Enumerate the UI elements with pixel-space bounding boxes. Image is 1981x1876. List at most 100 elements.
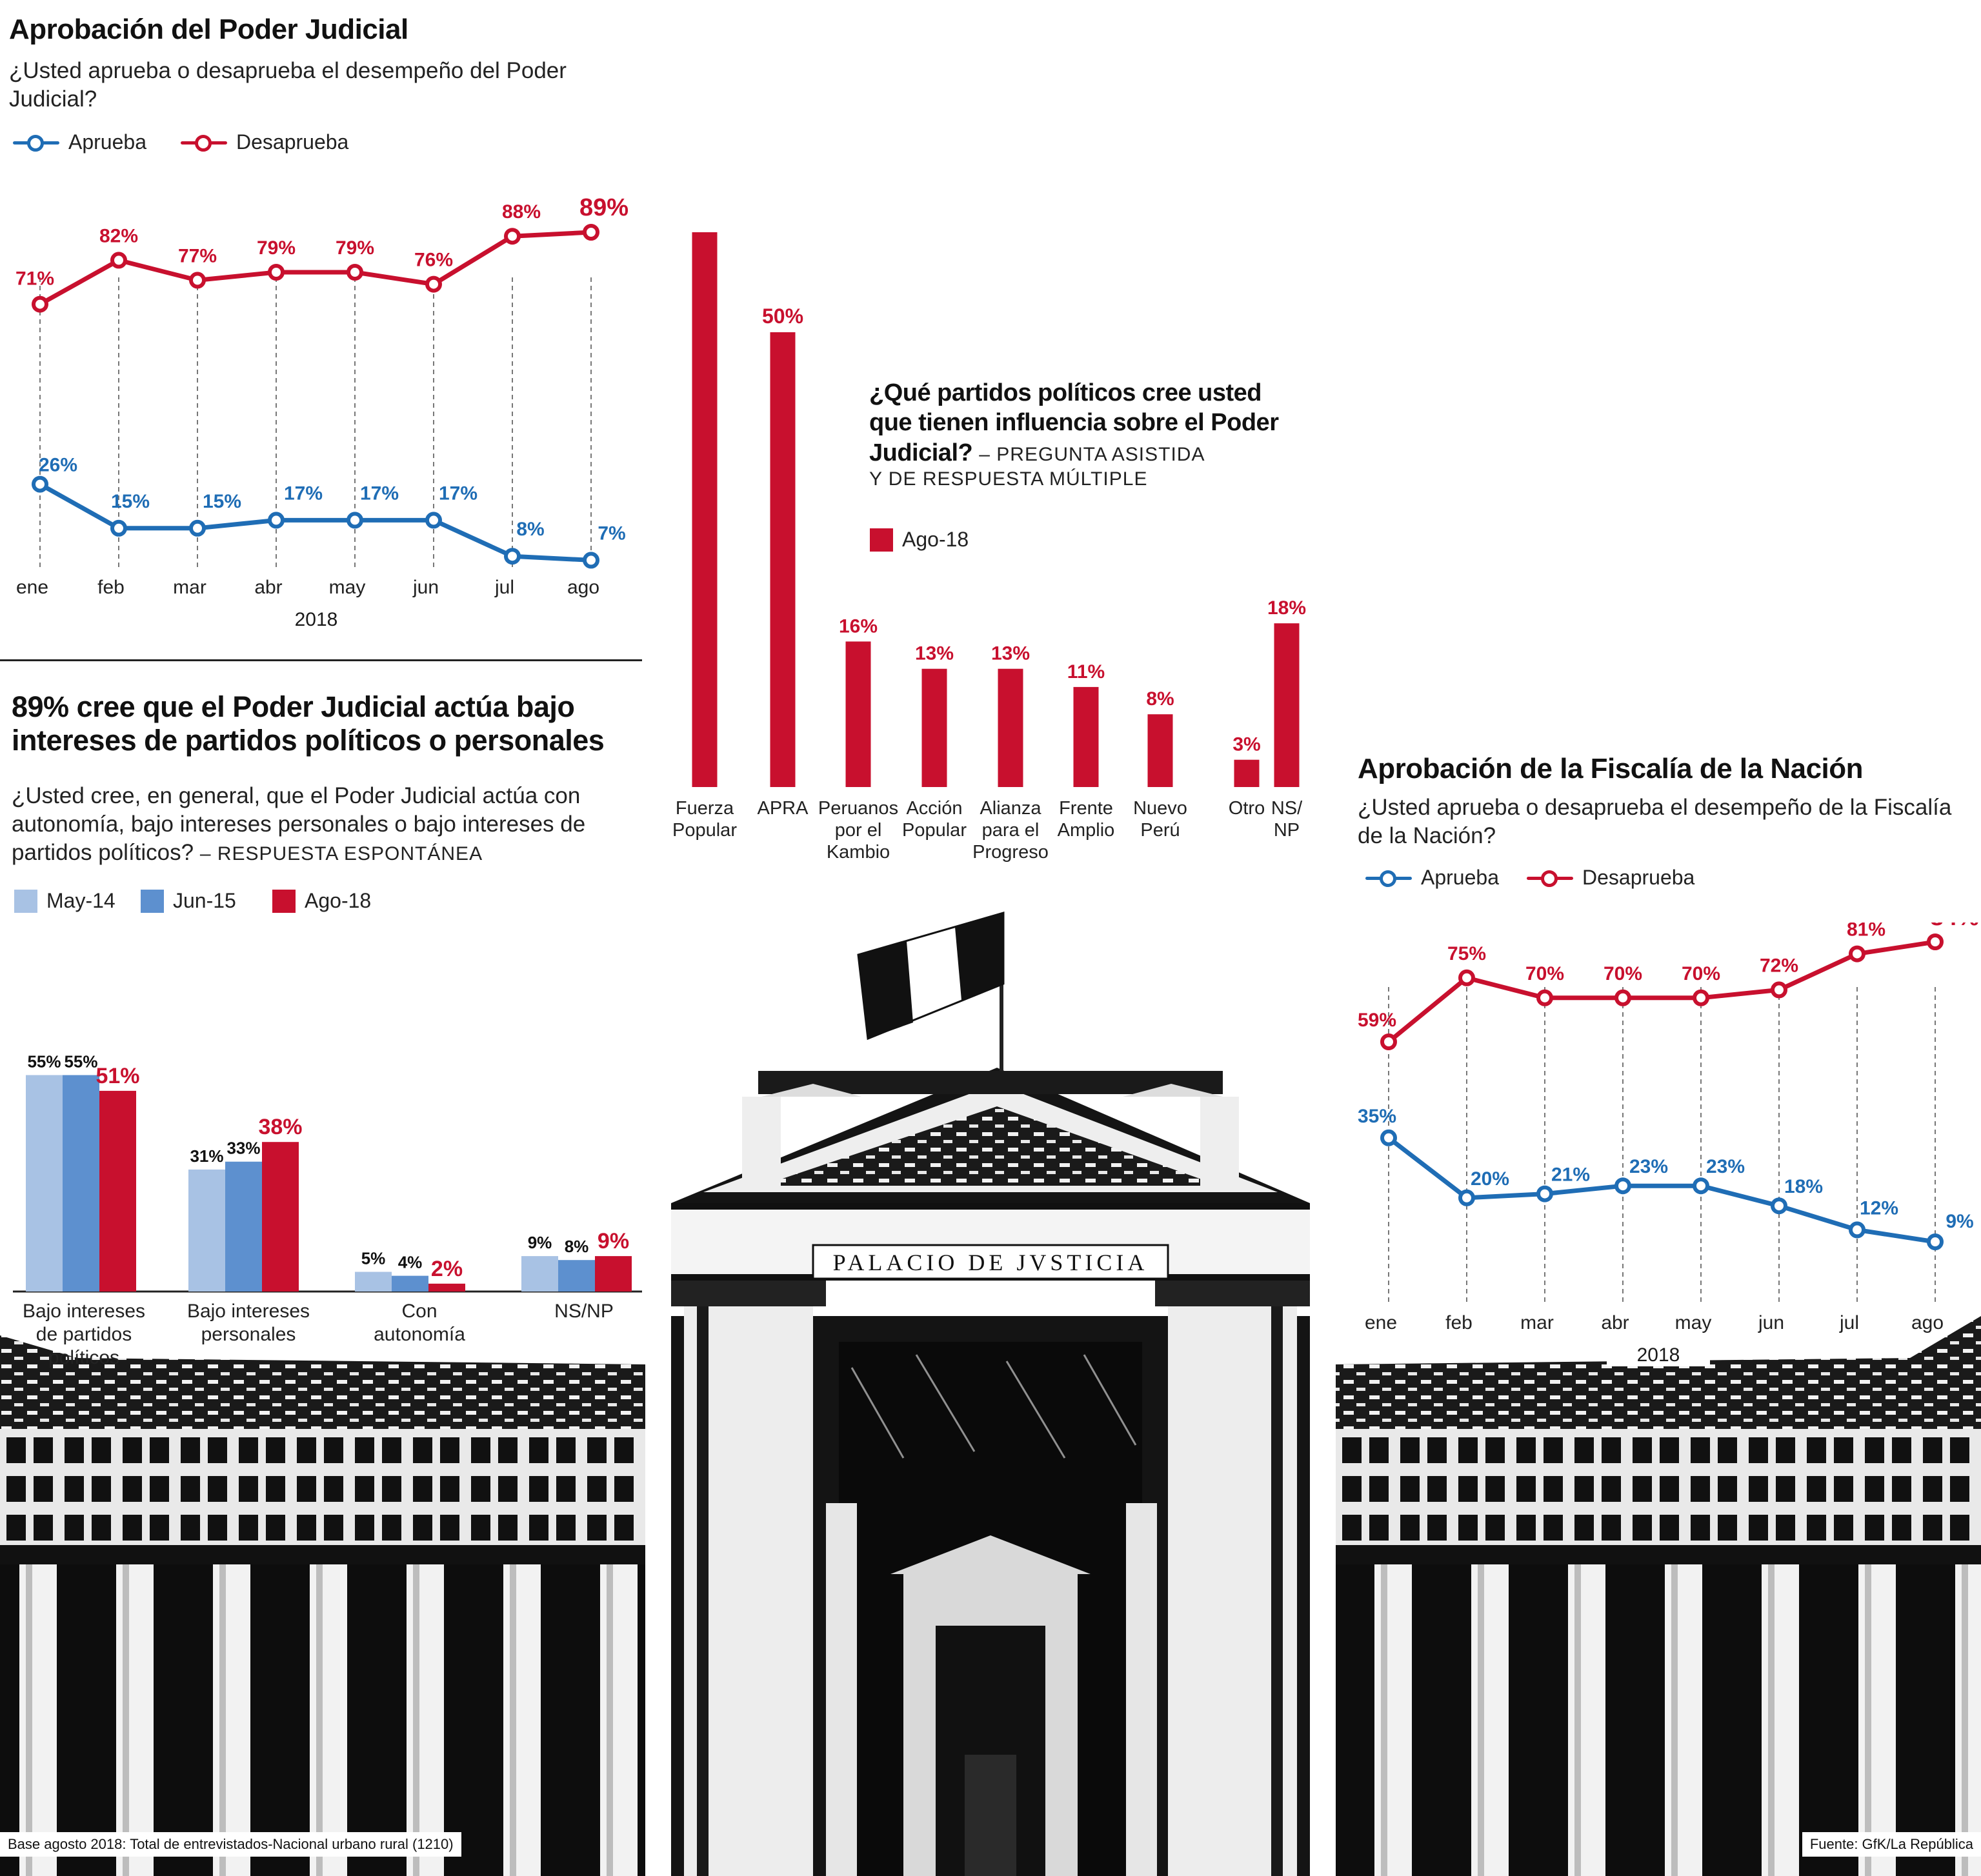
category-label: Acción <box>906 798 962 819</box>
category-label: Nuevo <box>1133 798 1187 819</box>
bar <box>26 1075 63 1292</box>
data-point <box>1693 1177 1709 1195</box>
category-label: Perú <box>1140 820 1180 841</box>
data-label: 8% <box>516 519 544 540</box>
data-point <box>268 512 285 529</box>
data-label: 77% <box>178 245 217 266</box>
x-tick-label: jun <box>1758 1312 1784 1333</box>
blue-line-marker-icon <box>13 134 59 152</box>
data-point <box>189 272 206 289</box>
data-label: 2% <box>431 1257 463 1281</box>
bar <box>845 641 871 787</box>
x-tick-label: abr <box>254 577 282 598</box>
category-label: APRA <box>758 798 809 819</box>
category-label: Progreso <box>972 842 1049 863</box>
data-label: 33% <box>226 1139 260 1158</box>
data-point <box>1614 1177 1631 1195</box>
pj-approval-legend: Aprueba Desaprueba <box>0 128 581 160</box>
legend-label: May-14 <box>46 889 116 912</box>
x-tick-label: jul <box>1839 1312 1859 1333</box>
data-point <box>1693 989 1709 1006</box>
footer-base-note: Base agosto 2018: Total de entrevistados… <box>0 1832 461 1857</box>
data-label: 5% <box>361 1249 386 1268</box>
bar <box>521 1256 558 1292</box>
data-label: 89% <box>579 194 628 221</box>
bar <box>595 1256 632 1292</box>
category-label: autonomía <box>374 1324 465 1345</box>
bar <box>1147 714 1173 787</box>
x-tick-label: ago <box>567 577 599 598</box>
fiscalia-title: Aprobación de la Fiscalía de la Nación <box>1358 753 1864 784</box>
data-point <box>1927 1233 1944 1250</box>
legend-item-may-14: May-14 <box>14 889 116 913</box>
parties-title-block: ¿Qué partidos políticos cree usted que t… <box>869 378 1295 492</box>
data-label: 9% <box>528 1233 552 1252</box>
data-label: 7% <box>598 523 625 544</box>
parties-note-2: Y DE RESPUESTA MÚLTIPLE <box>869 468 1148 490</box>
fiscalia-legend: Aprueba Desaprueba <box>1355 866 1936 898</box>
data-label: 15% <box>203 491 241 512</box>
bar <box>428 1283 465 1292</box>
data-label: 55% <box>64 1052 97 1072</box>
bar <box>99 1090 136 1292</box>
bar <box>225 1161 262 1292</box>
interests-subtitle-block: ¿Usted cree, en general, que el Poder Ju… <box>12 782 638 866</box>
bar <box>392 1275 428 1292</box>
data-label: 11% <box>1067 661 1105 683</box>
data-point <box>110 519 127 537</box>
data-point <box>347 264 363 281</box>
red-line-marker-icon <box>181 134 227 152</box>
data-label: 9% <box>598 1229 629 1253</box>
bar <box>63 1075 99 1292</box>
pj-approval-subtitle: ¿Usted aprueba o desaprueba el desempeño… <box>9 58 567 112</box>
x-tick-label: abr <box>1601 1312 1629 1333</box>
fiscalia-line-chart: ene feb mar abr may jun jul ago 35% 20% 21% 23% 23% 1… <box>1358 923 1979 1333</box>
data-point <box>347 512 363 529</box>
data-point <box>425 512 442 529</box>
red-line-marker-icon <box>1527 870 1573 887</box>
legend-item-aprueba: Aprueba <box>13 130 146 154</box>
red-swatch-icon <box>272 889 296 913</box>
data-label: 71% <box>15 268 54 290</box>
category-label: NS/ <box>1271 798 1303 819</box>
legend-label: Desaprueba <box>1582 866 1695 889</box>
fiscalia-subtitle: ¿Usted aprueba o desaprueba el desempeño… <box>1358 795 1952 848</box>
x-tick-label: mar <box>173 577 206 598</box>
category-label: Kambio <box>827 842 890 863</box>
data-point <box>32 295 48 313</box>
bar <box>770 332 796 787</box>
bar <box>1234 759 1260 787</box>
data-label: 13% <box>915 643 954 664</box>
parties-legend: Ago-18 <box>870 528 969 552</box>
interests-subtitle-note: – RESPUESTA ESPONTÁNEA <box>199 843 483 864</box>
data-label: 79% <box>257 237 296 259</box>
category-label: de partidos <box>36 1324 132 1345</box>
data-label: 3% <box>1232 734 1260 755</box>
data-point <box>1536 989 1553 1006</box>
data-label: 76% <box>414 250 453 271</box>
x-tick-label: jun <box>412 577 439 598</box>
legend-label: Jun-15 <box>173 889 236 912</box>
bar <box>188 1169 225 1292</box>
data-label: 81% <box>1847 923 1885 941</box>
bar <box>1274 623 1300 787</box>
bar <box>558 1260 595 1292</box>
data-label: 31% <box>190 1146 223 1166</box>
data-point <box>425 275 442 293</box>
legend-label: Aprueba <box>68 130 146 154</box>
data-point <box>32 475 48 493</box>
category-label: Con <box>401 1301 437 1322</box>
legend-item-desaprueba: Desaprueba <box>1527 866 1694 890</box>
x-tick-label: feb <box>97 577 125 598</box>
data-label: 50% <box>762 304 803 328</box>
data-label: 9% <box>1946 1211 1973 1232</box>
data-label: 79% <box>336 237 374 259</box>
category-label: políticos <box>48 1347 119 1368</box>
category-label: Amplio <box>1058 820 1115 841</box>
data-label: 70% <box>1525 963 1564 984</box>
legend-label: Ago-18 <box>305 889 372 912</box>
legend-item-desaprueba: Desaprueba <box>181 130 348 154</box>
bar <box>921 668 947 787</box>
series-line-aprueba <box>1386 1135 1938 1244</box>
